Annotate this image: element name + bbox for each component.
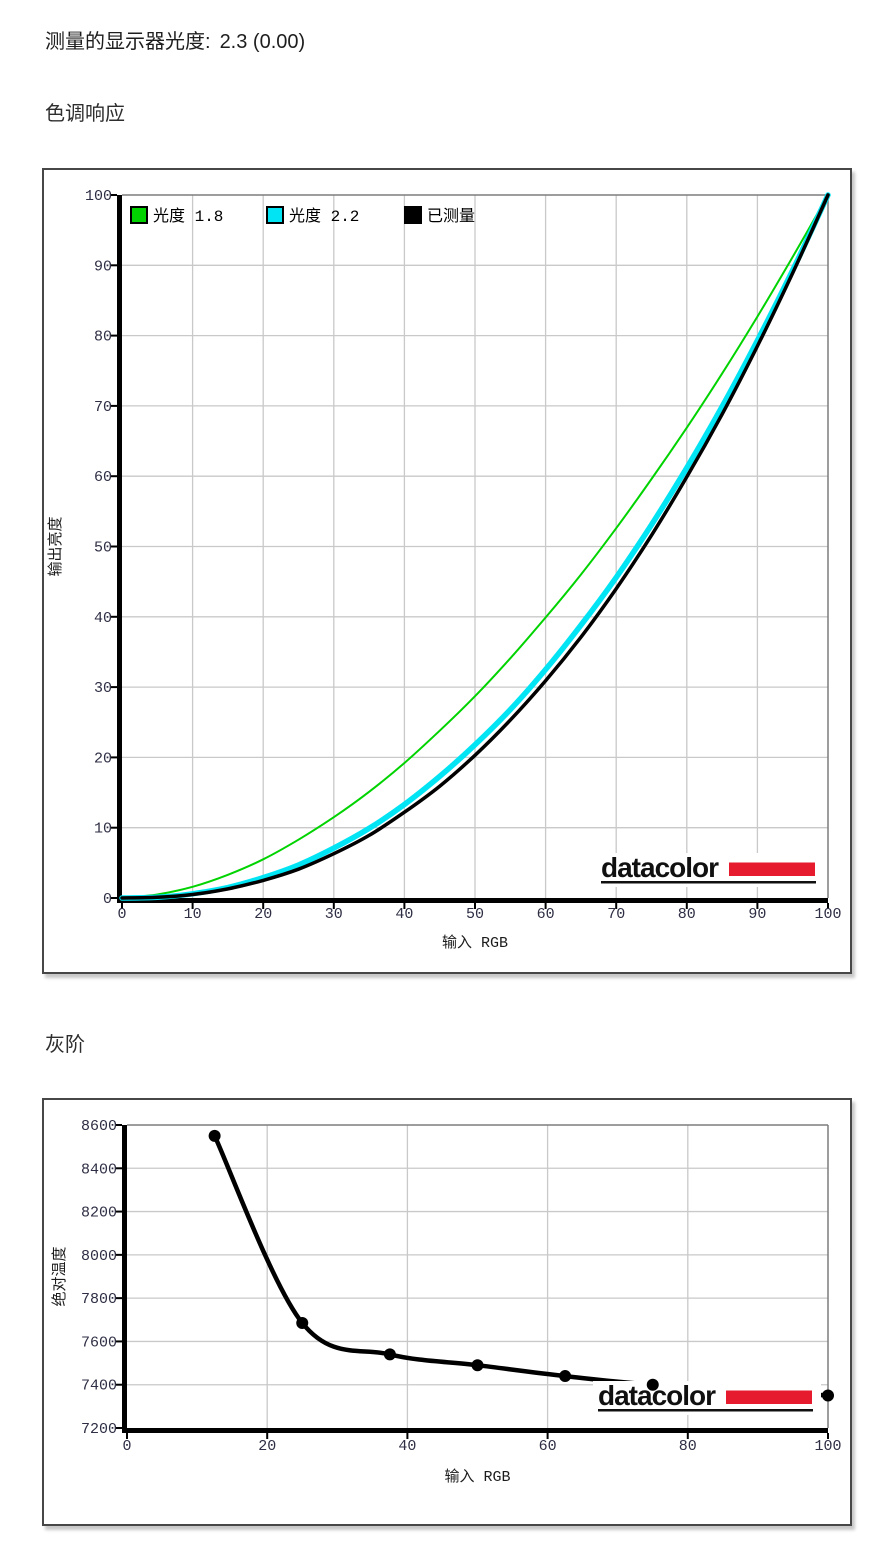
y-tick-label: 7200 (81, 1421, 117, 1438)
x-tick-label: 0 (122, 1438, 131, 1455)
y-tick-label: 90 (94, 258, 112, 275)
data-point (646, 1378, 659, 1391)
data-point (383, 1348, 396, 1361)
x-tick-label: 100 (814, 1438, 841, 1455)
logo-underline (601, 881, 816, 884)
datacolor-logo: datacolor (593, 1380, 821, 1415)
y-tick-label: 0 (103, 891, 112, 908)
x-tick-label: 20 (258, 1438, 276, 1455)
x-tick-label: 50 (466, 906, 484, 923)
y-tick-label: 8200 (81, 1205, 117, 1222)
legend-swatch (130, 206, 148, 224)
data-point (208, 1129, 221, 1142)
tick-marks (116, 1124, 829, 1439)
x-axis-title: 输入 RGB (444, 1468, 510, 1486)
x-tick-label: 30 (325, 906, 343, 923)
y-tick-label: 80 (94, 329, 112, 346)
x-tick-label: 70 (607, 906, 625, 923)
tone-response-plot: 0 10 20 30 40 50 60 70 80 90 100 0 10 20 30 40 50 60 70 80 9… (47, 188, 842, 952)
datacolor-logo: datacolor (596, 852, 824, 887)
plot-border (122, 194, 829, 898)
measured-gamma-line: 测量的显示器光度: 2.3 (0.00) (45, 25, 305, 54)
x-tick-label: 10 (184, 906, 202, 923)
logo-red-bar (729, 862, 815, 876)
x-axis-title: 输入 RGB (442, 934, 508, 952)
measured-gamma-label: 测量的显示器光度: (45, 31, 211, 53)
x-tick-label: 90 (748, 906, 766, 923)
data-point (296, 1317, 309, 1330)
tone-response-chart: 0 10 20 30 40 50 60 70 80 90 100 0 10 20 30 40 50 60 70 80 9… (42, 168, 852, 974)
section-title-grayscale: 灰阶 (45, 1034, 85, 1056)
x-tick-label: 40 (398, 1438, 416, 1455)
y-axis-title: 输出亮度 (47, 516, 65, 576)
grayscale-chart: 0 20 40 60 80 100 7200 7400 7600 7800 8000 8200 8400… (42, 1098, 852, 1526)
y-tick-label: 7800 (81, 1291, 117, 1308)
axes (117, 195, 828, 903)
section-title-tone-response: 色调响应 (45, 103, 125, 125)
legend-swatch (404, 206, 422, 224)
x-tick-label: 100 (814, 906, 841, 923)
plot-border (127, 1124, 829, 1428)
y-tick-label: 70 (94, 399, 112, 416)
x-tick-label: 60 (539, 1438, 557, 1455)
y-tick-label: 8400 (81, 1161, 117, 1178)
legend-swatch (266, 206, 284, 224)
x-tick-label: 40 (395, 906, 413, 923)
gridlines (122, 195, 828, 898)
y-tick-label: 8600 (81, 1118, 117, 1135)
y-tick-label: 7600 (81, 1334, 117, 1351)
tick-marks (111, 194, 829, 909)
grayscale-plot: 0 20 40 60 80 100 7200 7400 7600 7800 8000 8200 8400… (51, 1118, 842, 1486)
logo-wordmark: datacolor (601, 852, 719, 883)
tick-labels: 0 20 40 60 80 100 7200 7400 7600 7800 8000 8200 8400… (81, 1118, 842, 1455)
y-tick-label: 50 (94, 540, 112, 557)
y-tick-label: 30 (94, 680, 112, 697)
data-point (822, 1389, 834, 1402)
legend-label: 已测量 (427, 207, 475, 226)
x-tick-label: 60 (537, 906, 555, 923)
y-tick-label: 10 (94, 821, 112, 838)
y-tick-label: 8000 (81, 1248, 117, 1265)
series-curve-gamma-1.8 (121, 194, 829, 899)
data-point-markers (208, 1129, 834, 1402)
y-tick-label: 60 (94, 469, 112, 486)
tick-labels: 0 10 20 30 40 50 60 70 80 90 100 0 10 20 30 40 50 60 70 80 9… (85, 188, 842, 923)
logo-red-bar (726, 1390, 812, 1404)
grayscale-curve (212, 1133, 831, 1398)
y-tick-label: 40 (94, 610, 112, 627)
legend: 光度 1.8 光度 2.2 已测量 (130, 206, 475, 226)
x-tick-label: 0 (117, 906, 126, 923)
gamma-curves (119, 192, 831, 901)
data-point (559, 1370, 572, 1383)
y-tick-label: 100 (85, 188, 112, 205)
x-tick-label: 80 (679, 1438, 697, 1455)
series-curve-gamma-2.3 (120, 193, 830, 900)
logo-underline (598, 1409, 813, 1412)
measured-gamma-value: 2.3 (0.00) (219, 31, 306, 53)
y-tick-label: 7400 (81, 1378, 117, 1395)
axes (122, 1125, 828, 1433)
legend-label: 光度 2.2 (289, 207, 359, 226)
legend-label: 光度 1.8 (153, 207, 223, 226)
series-curve-gamma-2.2 (119, 192, 831, 901)
y-axis-title: 绝对温度 (51, 1246, 69, 1306)
y-tick-label: 20 (94, 750, 112, 767)
x-tick-label: 80 (678, 906, 696, 923)
x-tick-label: 20 (254, 906, 272, 923)
data-point (471, 1359, 484, 1372)
